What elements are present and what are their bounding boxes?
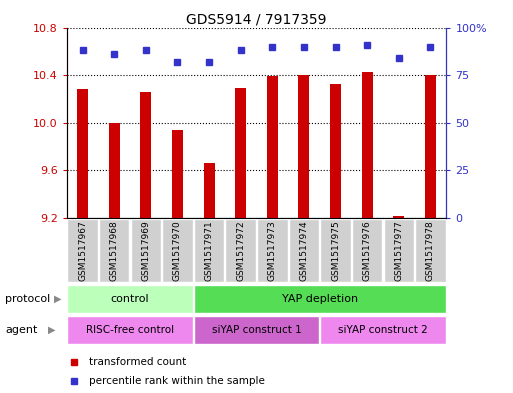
- FancyBboxPatch shape: [384, 219, 414, 282]
- Text: protocol: protocol: [5, 294, 50, 304]
- FancyBboxPatch shape: [99, 219, 129, 282]
- Text: YAP depletion: YAP depletion: [282, 294, 358, 304]
- FancyBboxPatch shape: [194, 316, 319, 344]
- Text: GSM1517972: GSM1517972: [236, 220, 245, 281]
- FancyBboxPatch shape: [352, 219, 382, 282]
- Text: percentile rank within the sample: percentile rank within the sample: [89, 376, 265, 386]
- Bar: [172, 130, 183, 393]
- Text: GSM1517971: GSM1517971: [205, 220, 213, 281]
- FancyBboxPatch shape: [321, 316, 446, 344]
- FancyBboxPatch shape: [321, 219, 351, 282]
- Text: GSM1517975: GSM1517975: [331, 220, 340, 281]
- FancyBboxPatch shape: [67, 219, 97, 282]
- FancyBboxPatch shape: [257, 219, 287, 282]
- Text: ▶: ▶: [48, 325, 55, 335]
- FancyBboxPatch shape: [289, 219, 319, 282]
- FancyBboxPatch shape: [194, 285, 446, 313]
- Bar: [109, 123, 120, 393]
- Bar: [235, 88, 246, 393]
- FancyBboxPatch shape: [226, 219, 256, 282]
- Bar: [77, 90, 88, 393]
- Bar: [425, 75, 436, 393]
- FancyBboxPatch shape: [416, 219, 446, 282]
- Title: GDS5914 / 7917359: GDS5914 / 7917359: [186, 12, 327, 26]
- Text: RISC-free control: RISC-free control: [86, 325, 174, 335]
- Text: GSM1517976: GSM1517976: [363, 220, 372, 281]
- Text: GSM1517968: GSM1517968: [110, 220, 119, 281]
- Text: transformed count: transformed count: [89, 356, 187, 367]
- Bar: [267, 76, 278, 393]
- Text: GSM1517977: GSM1517977: [394, 220, 403, 281]
- FancyBboxPatch shape: [194, 219, 224, 282]
- Text: GSM1517973: GSM1517973: [268, 220, 277, 281]
- Text: GSM1517974: GSM1517974: [300, 220, 308, 281]
- Text: siYAP construct 2: siYAP construct 2: [338, 325, 428, 335]
- Text: agent: agent: [5, 325, 37, 335]
- Text: siYAP construct 1: siYAP construct 1: [212, 325, 301, 335]
- Text: GSM1517967: GSM1517967: [78, 220, 87, 281]
- FancyBboxPatch shape: [131, 219, 161, 282]
- Bar: [393, 216, 404, 393]
- FancyBboxPatch shape: [162, 219, 192, 282]
- Text: GSM1517969: GSM1517969: [141, 220, 150, 281]
- Text: GSM1517978: GSM1517978: [426, 220, 435, 281]
- FancyBboxPatch shape: [67, 285, 192, 313]
- FancyBboxPatch shape: [67, 316, 192, 344]
- Bar: [140, 92, 151, 393]
- Bar: [204, 163, 214, 393]
- Bar: [330, 83, 341, 393]
- Text: ▶: ▶: [54, 294, 62, 304]
- Text: control: control: [111, 294, 149, 304]
- Text: GSM1517970: GSM1517970: [173, 220, 182, 281]
- Bar: [299, 75, 309, 393]
- Bar: [362, 72, 373, 393]
